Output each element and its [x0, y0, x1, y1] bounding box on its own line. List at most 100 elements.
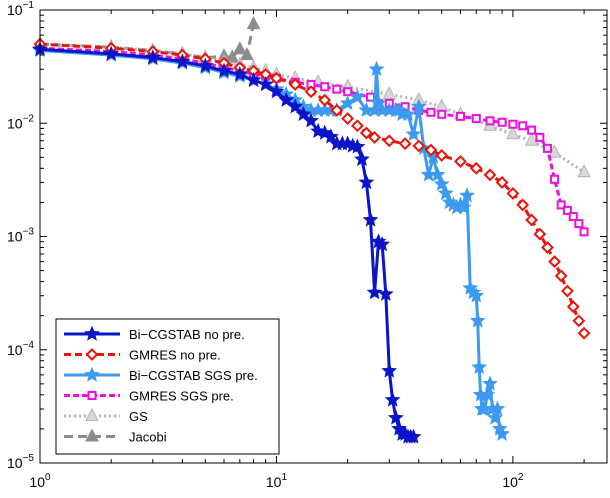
data-point [366, 92, 376, 102]
data-point [240, 46, 254, 61]
x-tick-label: 100 [29, 472, 51, 490]
data-point [497, 117, 507, 127]
data-point [354, 150, 370, 167]
data-point [233, 41, 247, 55]
data-point [495, 176, 509, 189]
data-point [366, 284, 383, 300]
data-point [405, 428, 422, 444]
data-point [359, 126, 373, 140]
data-point [524, 132, 539, 146]
data-point [518, 121, 528, 131]
data-point [231, 66, 248, 82]
data-point [487, 409, 503, 425]
y-tick-label: 10−5 [7, 453, 34, 471]
data-point [482, 375, 498, 391]
plot-frame [39, 9, 608, 464]
data-point [435, 148, 449, 162]
data-point [287, 98, 304, 114]
data-point [197, 57, 214, 73]
data-point [535, 132, 545, 142]
data-point [508, 119, 518, 129]
data-point [320, 82, 330, 92]
data-point [341, 112, 355, 125]
data-point [304, 85, 318, 99]
data-point [579, 227, 589, 237]
data-point [216, 62, 232, 78]
data-point [433, 175, 450, 191]
y-tick-label: 10−4 [7, 340, 34, 358]
data-point [424, 143, 438, 157]
legend-marker [85, 428, 99, 442]
data-point [349, 88, 366, 104]
legend: Bi−CGSTAB no pre. GMRES no pre. Bi−CGSTAB … [55, 318, 280, 455]
data-point [494, 425, 510, 441]
data-point [485, 116, 495, 126]
y-tick-label: 10−3 [7, 227, 34, 245]
y-tick-label: 10−1 [7, 0, 34, 18]
data-point [387, 409, 404, 425]
data-point [377, 285, 394, 301]
data-point [332, 84, 342, 94]
data-point [358, 174, 375, 190]
data-point [405, 125, 422, 141]
x-tick-labels: 100 101 102 [29, 472, 523, 490]
data-point [278, 91, 295, 107]
legend-label: GMRES no pre. [129, 348, 221, 363]
data-point [506, 187, 520, 200]
data-point [556, 200, 566, 210]
data-point [343, 87, 353, 97]
legend-label: Bi−CGSTAB no pre. [129, 327, 245, 342]
legend-marker [85, 407, 99, 421]
data-point [295, 106, 312, 121]
data-point [469, 161, 483, 175]
data-point [426, 107, 436, 117]
data-point [566, 300, 580, 314]
data-point [225, 49, 240, 63]
data-point [429, 166, 446, 182]
y-tick-label: 10−2 [7, 113, 34, 131]
data-point [351, 119, 364, 133]
legend-marker [84, 366, 100, 382]
data-point [550, 174, 560, 184]
data-point [400, 106, 416, 121]
data-point [562, 205, 572, 215]
data-point [398, 137, 412, 151]
data-point [554, 269, 568, 283]
data-point [400, 102, 410, 112]
data-point [349, 138, 366, 154]
data-point [303, 112, 319, 128]
data-point [316, 124, 333, 140]
data-point [516, 198, 530, 212]
data-point [525, 213, 539, 227]
data-point [572, 314, 586, 328]
legend-marker [87, 391, 97, 400]
data-point [459, 187, 475, 203]
data-point [560, 284, 574, 298]
data-point [374, 236, 391, 252]
data-point [246, 16, 261, 30]
data-point [577, 326, 591, 340]
data-point [455, 199, 472, 215]
data-point [362, 211, 379, 227]
data-point [568, 212, 578, 222]
data-point [381, 362, 398, 378]
data-point [318, 93, 332, 107]
x-tick-label: 102 [502, 472, 524, 490]
data-point [471, 359, 488, 375]
data-point [339, 94, 356, 111]
data-point [483, 168, 497, 182]
data-point [479, 386, 496, 402]
legend-label: GS [129, 409, 148, 424]
legend-marker [85, 348, 99, 361]
data-point [174, 53, 191, 69]
y-tick-labels: 10−5 10−4 10−3 10−2 10−1 [7, 0, 34, 471]
data-point [577, 164, 591, 178]
data-point [412, 139, 426, 153]
data-point [506, 126, 520, 140]
data-point [574, 219, 584, 229]
data-point [330, 103, 344, 117]
data-point [489, 400, 506, 416]
data-point [384, 391, 401, 407]
data-point [455, 111, 465, 121]
